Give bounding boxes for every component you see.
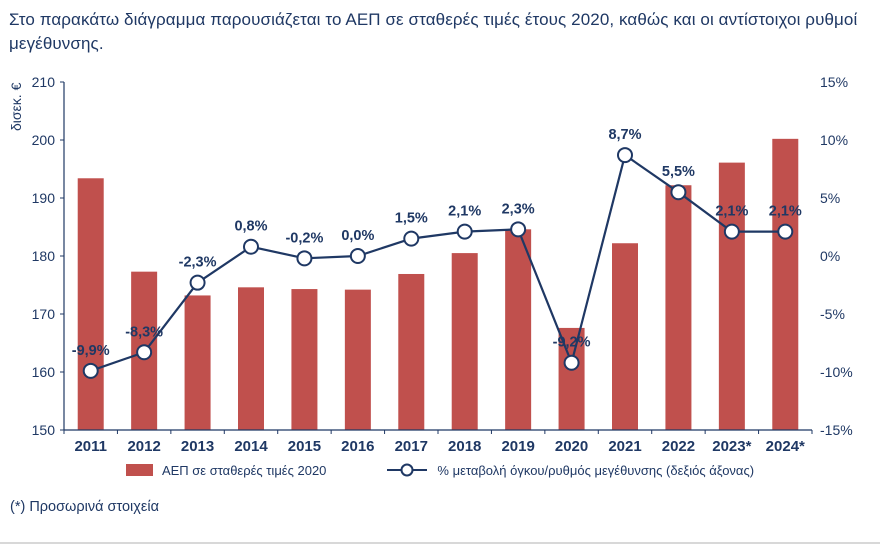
growth-data-label-2024*: 2,1% bbox=[769, 204, 802, 220]
chart-legend: ΑΕΠ σε σταθερές τιμές 2020 % μεταβολή όγ… bbox=[0, 461, 880, 479]
growth-data-label-2013: -2,3% bbox=[179, 255, 217, 271]
y-right-tick-label: 15% bbox=[820, 74, 848, 90]
growth-marker-2018 bbox=[456, 223, 473, 240]
x-tick-label-2017: 2017 bbox=[395, 438, 428, 455]
growth-marker-2023* bbox=[723, 223, 740, 240]
legend-label-gdp: ΑΕΠ σε σταθερές τιμές 2020 bbox=[161, 462, 327, 478]
growth-data-label-2012: -8,3% bbox=[125, 325, 163, 341]
growth-marker-2020 bbox=[563, 354, 580, 371]
growth-marker-2013 bbox=[189, 274, 206, 291]
y-left-tick-label: 200 bbox=[32, 132, 56, 148]
x-tick-label-2016: 2016 bbox=[341, 438, 374, 455]
growth-data-label-2021: 8,7% bbox=[608, 127, 641, 143]
growth-line-swatch-icon bbox=[386, 462, 428, 478]
growth-marker-2016 bbox=[349, 248, 366, 265]
growth-marker-2012 bbox=[136, 344, 153, 361]
legend-item-growth: % μεταβολή όγκου/ρυθμός μεγέθυνσης (δεξι… bbox=[386, 462, 754, 478]
x-tick-label-2021: 2021 bbox=[608, 438, 641, 455]
growth-marker-2011 bbox=[82, 363, 99, 380]
gdp-chart: δισεκ. € 150 160 170 180 190 200 210 -15% -10% -5%… bbox=[0, 57, 880, 459]
x-tick-label-2018: 2018 bbox=[448, 438, 481, 455]
y-right-tick-label: -5% bbox=[820, 306, 845, 322]
y-left-tick-label: 190 bbox=[32, 190, 56, 206]
y-right-tick-label: 5% bbox=[820, 190, 840, 206]
growth-data-label-2014: 0,8% bbox=[234, 219, 267, 235]
growth-marker-2024* bbox=[777, 223, 794, 240]
y-left-tick-label: 160 bbox=[32, 364, 56, 380]
gdp-bar-2018 bbox=[451, 253, 478, 431]
growth-line bbox=[90, 153, 786, 373]
gdp-bar-2024* bbox=[772, 139, 799, 431]
y-left-axis-title: δισεκ. € bbox=[8, 83, 24, 132]
gdp-bar-2011 bbox=[77, 178, 104, 431]
y-left-tick-label: 150 bbox=[32, 422, 56, 438]
gdp-bar-2021 bbox=[612, 243, 638, 431]
growth-data-label-2018: 2,1% bbox=[448, 204, 481, 220]
x-tick-label-2012: 2012 bbox=[127, 438, 160, 455]
legend-item-gdp: ΑΕΠ σε σταθερές τιμές 2020 bbox=[125, 462, 327, 478]
x-tick-label-2023*: 2023* bbox=[712, 438, 751, 455]
x-tick-label-2011: 2011 bbox=[74, 438, 107, 455]
growth-data-label-2022: 5,5% bbox=[662, 164, 695, 180]
growth-data-label-2015: -0,2% bbox=[285, 231, 323, 247]
growth-data-label-2016: 0,0% bbox=[341, 228, 374, 244]
x-tick-label-2015: 2015 bbox=[288, 438, 321, 455]
gdp-bar-2017 bbox=[398, 274, 425, 431]
y-left-tick-label: 180 bbox=[32, 248, 56, 264]
growth-marker-2017 bbox=[403, 230, 420, 247]
gdp-bar-2023* bbox=[718, 162, 745, 431]
growth-marker-2015 bbox=[296, 250, 313, 267]
chart-description: Στο παρακάτω διάγραμμα παρουσιάζεται το … bbox=[9, 10, 858, 54]
x-tick-label-2013: 2013 bbox=[181, 438, 214, 455]
x-tick-label-2022: 2022 bbox=[662, 438, 695, 455]
gdp-bar-swatch-icon bbox=[125, 464, 153, 477]
growth-data-label-2011: -9,9% bbox=[72, 343, 110, 359]
chart-canvas: δισεκ. € 150 160 170 180 190 200 210 -15% -10% -5%… bbox=[8, 74, 853, 455]
x-tick-label-2019: 2019 bbox=[501, 438, 534, 455]
gdp-bar-2014 bbox=[238, 287, 264, 431]
gdp-bar-2019 bbox=[505, 229, 532, 431]
growth-data-label-2019: 2,3% bbox=[502, 202, 535, 218]
gdp-bar-2022 bbox=[665, 185, 692, 431]
x-tick-label-2020: 2020 bbox=[555, 438, 588, 455]
growth-marker-2022 bbox=[670, 184, 687, 201]
x-tick-label-2024*: 2024* bbox=[766, 438, 805, 455]
growth-data-label-2017: 1,5% bbox=[395, 211, 428, 227]
growth-data-label-2020: -9,2% bbox=[553, 335, 591, 351]
x-tick-label-2014: 2014 bbox=[234, 438, 268, 455]
footnote: (*) Προσωρινά στοιχεία bbox=[10, 499, 159, 516]
y-right-tick-label: -10% bbox=[820, 364, 853, 380]
y-right-tick-label: 10% bbox=[820, 132, 848, 148]
growth-marker-2021 bbox=[617, 147, 633, 164]
gdp-bar-2015 bbox=[291, 289, 318, 431]
legend-label-growth: % μεταβολή όγκου/ρυθμός μεγέθυνσης (δεξι… bbox=[437, 462, 755, 478]
y-right-tick-label: -15% bbox=[820, 422, 853, 438]
growth-marker-2019 bbox=[510, 221, 527, 238]
growth-marker-2014 bbox=[243, 238, 259, 255]
gdp-bar-2013 bbox=[184, 295, 211, 431]
gdp-bar-2016 bbox=[344, 289, 371, 431]
growth-data-label-2023*: 2,1% bbox=[715, 204, 748, 220]
y-right-tick-label: 0% bbox=[820, 248, 840, 264]
y-left-tick-label: 210 bbox=[32, 74, 56, 90]
y-left-tick-label: 170 bbox=[32, 306, 56, 322]
gdp-bar-2020 bbox=[558, 328, 585, 431]
